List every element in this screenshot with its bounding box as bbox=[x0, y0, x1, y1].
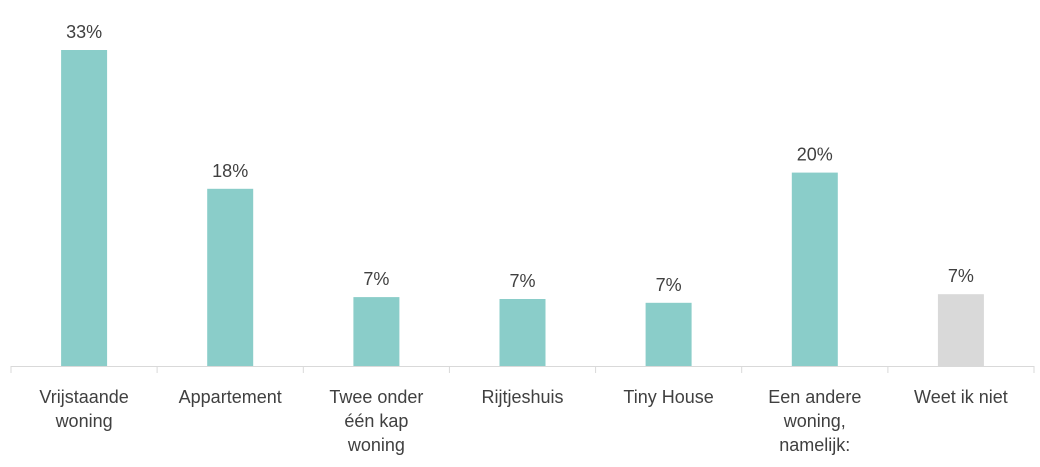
category-label-1: Vrijstaande woning bbox=[39, 387, 128, 431]
bar-2 bbox=[207, 188, 254, 366]
bars-group bbox=[61, 50, 984, 366]
value-label-5: 7% bbox=[656, 275, 682, 295]
bar-7 bbox=[937, 294, 984, 366]
bar-3 bbox=[353, 297, 400, 366]
value-labels-group: 33% 18% 7% 7% 7% 20% 7% bbox=[66, 22, 974, 295]
value-label-3: 7% bbox=[363, 269, 389, 289]
category-label-4: Rijtjeshuis bbox=[481, 387, 563, 407]
value-label-1: 33% bbox=[66, 22, 102, 42]
category-label-2: Appartement bbox=[179, 387, 282, 407]
bar-4 bbox=[499, 299, 546, 366]
category-label-5: Tiny House bbox=[623, 387, 713, 407]
bar-5 bbox=[645, 302, 692, 366]
category-label-7: Weet ik niet bbox=[914, 387, 1008, 407]
value-label-6: 20% bbox=[797, 145, 833, 165]
category-label-6: Een andere woning, namelijk: bbox=[768, 387, 861, 455]
x-axis bbox=[10, 366, 1035, 373]
category-labels-group: Vrijstaande woning Appartement Twee onder éé… bbox=[39, 387, 1007, 455]
bar-1 bbox=[61, 50, 108, 366]
value-label-4: 7% bbox=[509, 271, 535, 291]
value-label-2: 18% bbox=[212, 161, 248, 181]
category-label-3: Twee onder één kap woning bbox=[329, 387, 423, 455]
bar-6 bbox=[791, 172, 838, 366]
value-label-7: 7% bbox=[948, 266, 974, 286]
